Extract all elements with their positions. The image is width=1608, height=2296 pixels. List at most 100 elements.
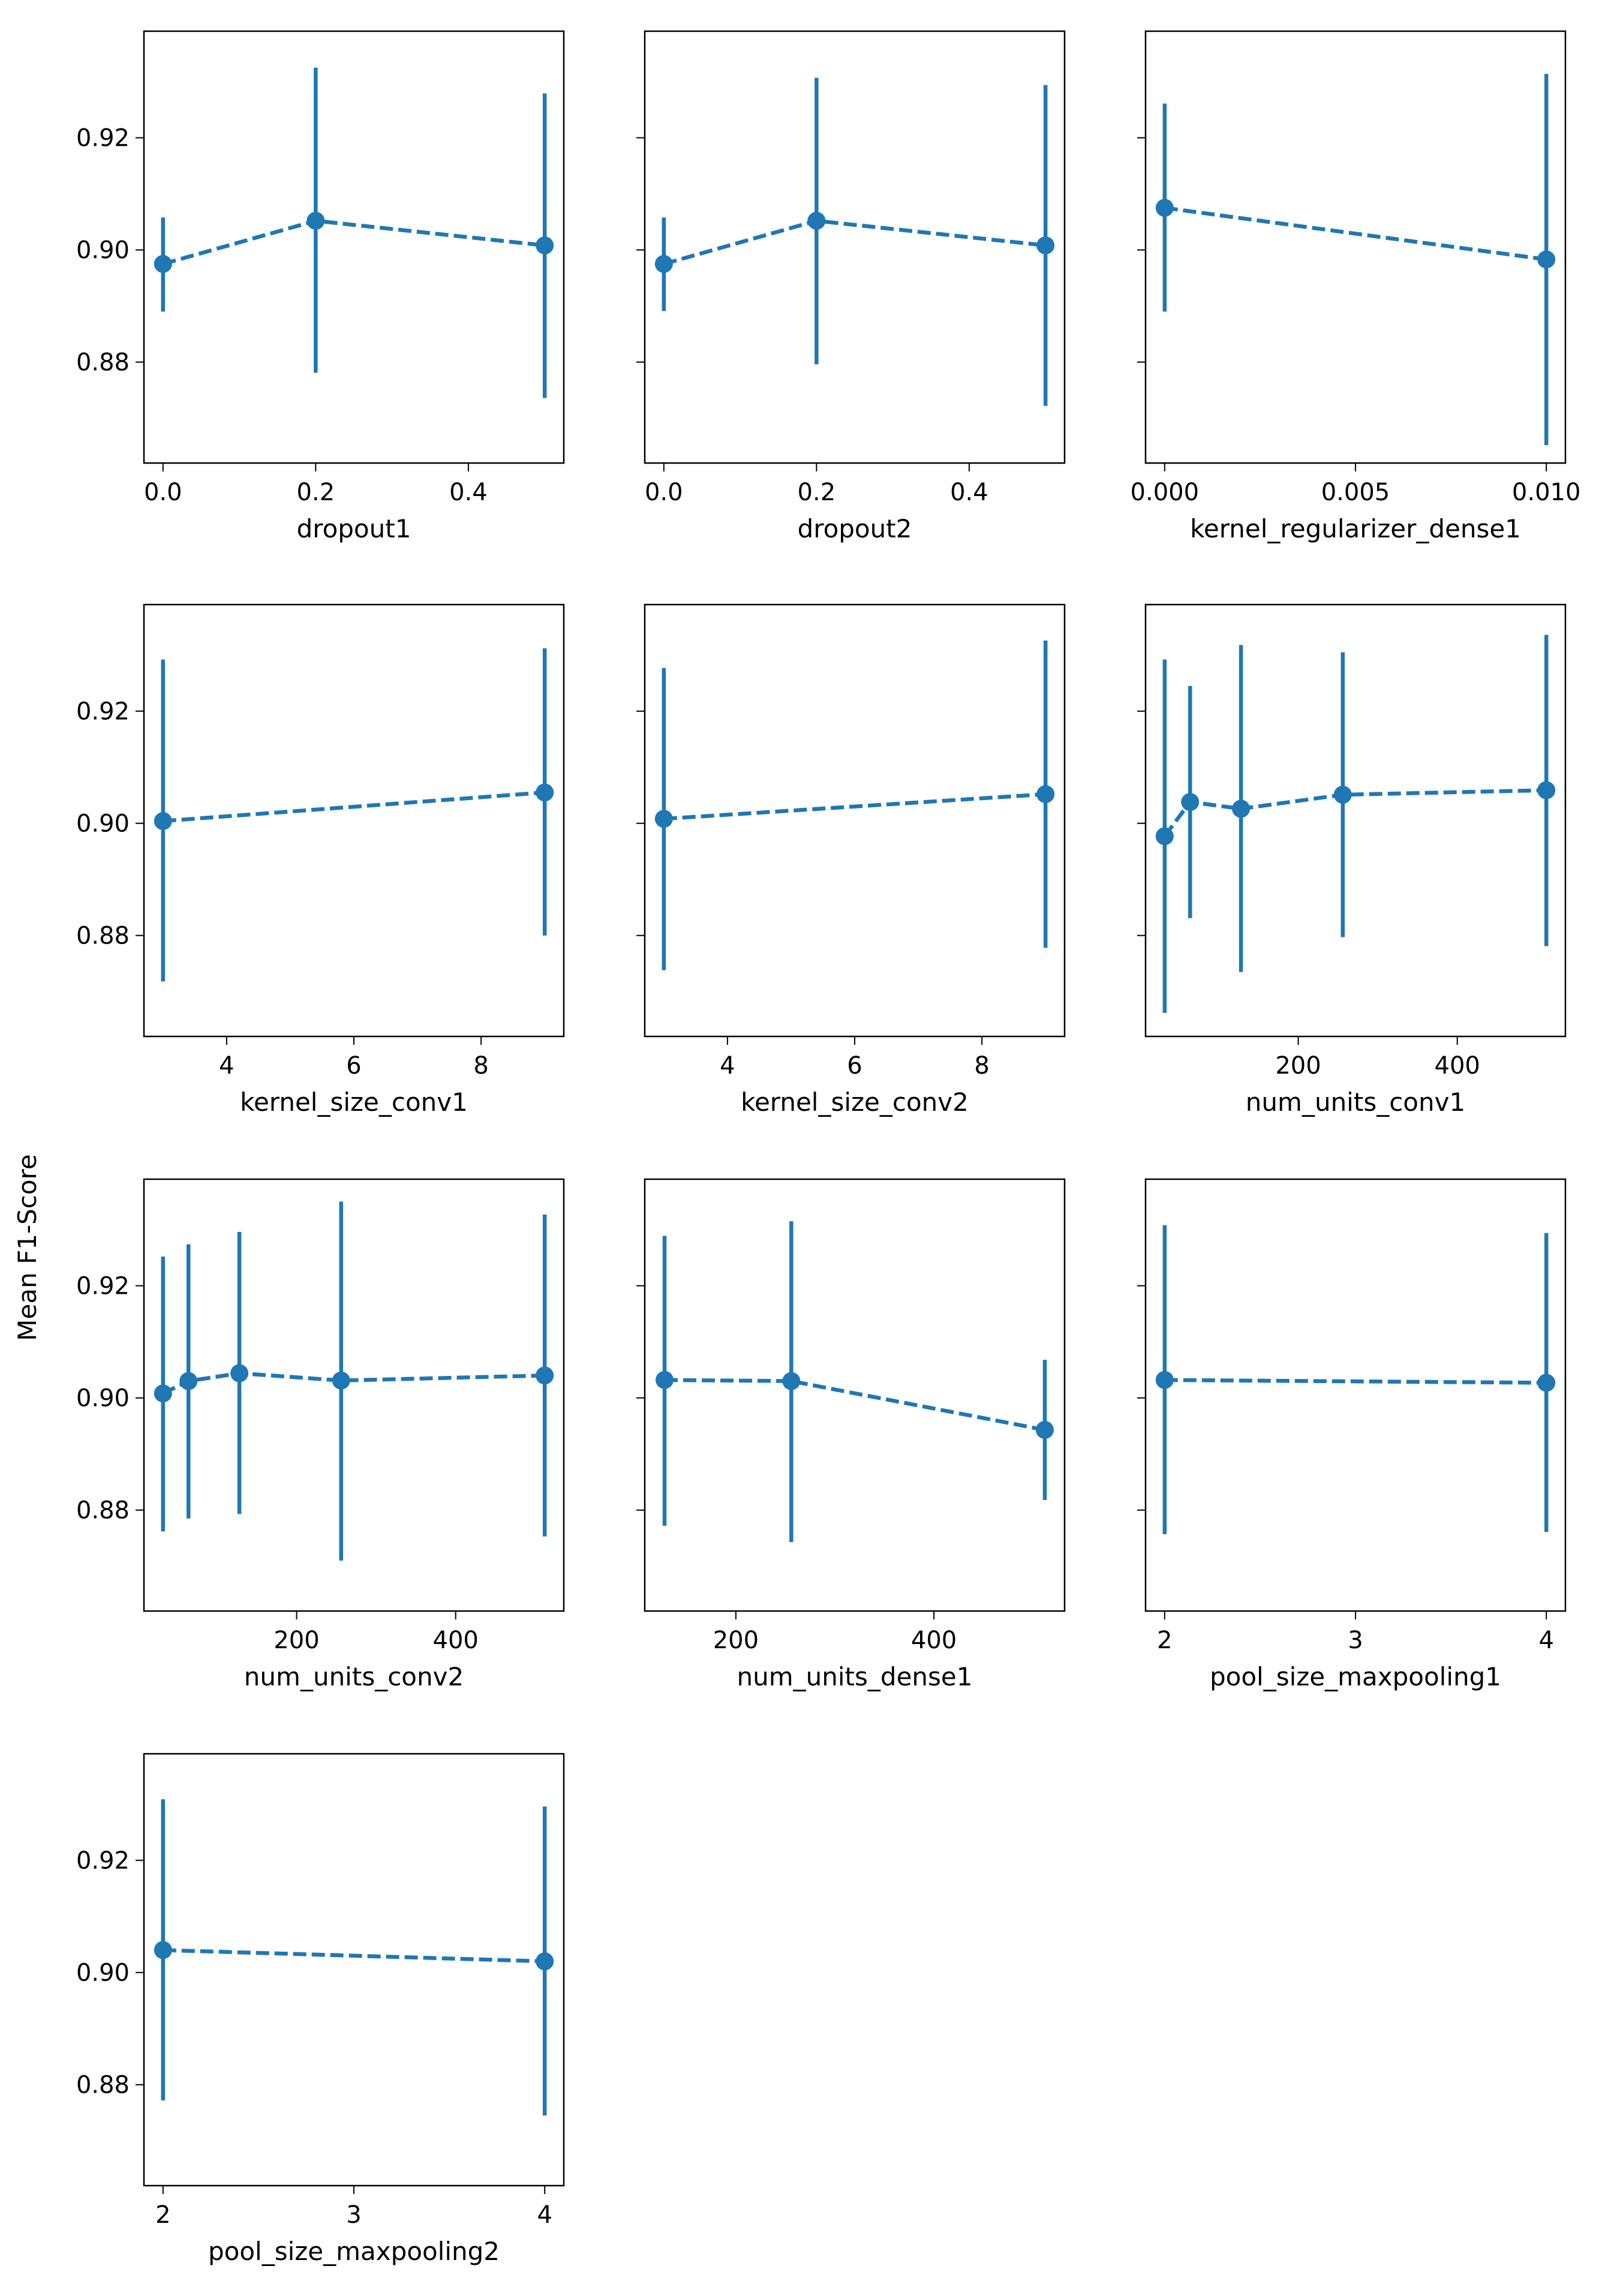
x-tick-label: 0.0 — [645, 479, 683, 506]
data-point — [1155, 1371, 1174, 1389]
y-tick-label: 0.92 — [76, 698, 130, 726]
subplot-grid: 0.0 0.2 0.4 0.88 0.90 0.92 dropout1 0.0 0.2 0.4 dr… — [76, 30, 1581, 2266]
x-tick-label: 0.4 — [449, 479, 488, 506]
data-point — [536, 1366, 554, 1385]
series-line — [1164, 1378, 1547, 1385]
x-tick-label: 0.000 — [1131, 479, 1200, 506]
data-point — [1232, 800, 1251, 818]
data-point — [536, 783, 554, 802]
x-axis-label: pool_size_maxpooling1 — [1210, 1662, 1501, 1691]
subplot-pool-size-maxpooling1: 2 3 4 pool_size_maxpooling1 — [1137, 1178, 1567, 1691]
data-point — [1537, 781, 1556, 800]
shared-y-axis-label: Mean F1-Score — [13, 1154, 42, 1341]
axes-frame — [143, 1178, 565, 1612]
data-point — [1036, 236, 1055, 255]
x-tick-label: 8 — [473, 1052, 488, 1080]
x-axis-label: num_units_dense1 — [737, 1662, 973, 1691]
series-line — [1164, 206, 1547, 262]
data-point — [179, 1372, 198, 1390]
series-line — [163, 1948, 545, 1964]
subplot-num-units-conv1: 200 400 num_units_conv1 — [1137, 603, 1567, 1117]
x-axis-label: num_units_conv1 — [1246, 1087, 1465, 1117]
data-point — [536, 236, 554, 255]
x-axis-label: dropout2 — [798, 514, 912, 543]
series-line — [163, 790, 545, 824]
subplot-dropout2: 0.0 0.2 0.4 dropout2 — [636, 30, 1066, 543]
x-tick-label: 0.2 — [798, 479, 836, 506]
data-point — [654, 255, 673, 274]
y-tick-label: 0.90 — [76, 1960, 130, 1987]
axes-frame — [644, 603, 1066, 1038]
x-tick-label: 0.005 — [1321, 479, 1390, 506]
data-point — [1333, 785, 1352, 804]
x-tick-label: 4 — [219, 1052, 234, 1080]
data-point — [306, 212, 325, 230]
axes-frame — [143, 1753, 565, 2187]
x-tick-label: 400 — [433, 1627, 479, 1654]
y-tick-label: 0.88 — [76, 2072, 130, 2099]
x-tick-label: 400 — [1435, 1052, 1480, 1080]
x-axis-label: pool_size_maxpooling2 — [208, 2237, 500, 2266]
x-tick-label: 400 — [911, 1627, 957, 1654]
axes-frame — [644, 1178, 1066, 1612]
subplot-num-units-dense1: 200 400 num_units_dense1 — [636, 1178, 1066, 1691]
y-tick-label: 0.90 — [76, 1385, 130, 1413]
x-tick-label: 3 — [346, 2201, 361, 2229]
x-axis-label: kernel_size_conv2 — [741, 1087, 969, 1117]
data-point — [332, 1371, 350, 1390]
series-line — [663, 792, 1046, 821]
x-tick-label: 4 — [537, 2201, 552, 2229]
x-tick-label: 6 — [346, 1052, 361, 1080]
x-tick-label: 200 — [273, 1627, 319, 1654]
x-tick-label: 2 — [155, 2201, 170, 2229]
subplot-num-units-conv2: 200 400 0.88 0.90 0.92 num_units_conv2 — [76, 1178, 565, 1691]
x-tick-label: 0.0 — [144, 479, 182, 506]
data-point — [1035, 1420, 1054, 1439]
data-point — [654, 810, 673, 828]
x-tick-label: 200 — [1275, 1052, 1321, 1080]
x-tick-label: 4 — [720, 1052, 735, 1080]
x-axis-label: kernel_regularizer_dense1 — [1190, 514, 1521, 543]
data-point — [230, 1364, 249, 1383]
y-tick-label: 0.90 — [76, 237, 130, 265]
data-point — [1181, 793, 1200, 812]
data-point — [807, 212, 826, 230]
axes-frame — [1144, 1178, 1567, 1612]
axes-frame — [143, 603, 565, 1038]
x-axis-label: kernel_size_conv1 — [240, 1087, 468, 1117]
x-tick-label: 0.2 — [297, 479, 335, 506]
data-point — [1537, 1374, 1556, 1392]
x-tick-label: 0.4 — [950, 479, 988, 506]
axes-frame — [644, 30, 1066, 464]
axes-frame — [1144, 30, 1567, 464]
y-tick-label: 0.88 — [76, 349, 130, 377]
axes-frame — [143, 30, 565, 464]
x-tick-label: 200 — [713, 1627, 759, 1654]
axes-frame — [1144, 603, 1567, 1038]
x-axis-label: num_units_conv2 — [244, 1662, 464, 1691]
subplot-kernel-size-conv1: 4 6 8 0.88 0.90 0.92 kernel_size_conv1 — [76, 603, 565, 1117]
subplot-pool-size-maxpooling2: 2 3 4 0.88 0.90 0.92 pool_size_maxpooling2 — [76, 1753, 565, 2266]
x-axis-label: dropout1 — [297, 514, 411, 543]
data-point — [536, 1952, 554, 1970]
data-point — [656, 1371, 674, 1389]
data-point — [782, 1372, 801, 1390]
x-tick-label: 8 — [974, 1052, 989, 1080]
x-tick-label: 0.010 — [1512, 479, 1581, 506]
subplot-dropout1: 0.0 0.2 0.4 0.88 0.90 0.92 dropout1 — [76, 30, 565, 543]
y-tick-label: 0.88 — [76, 922, 130, 950]
y-tick-label: 0.90 — [76, 810, 130, 838]
data-point — [154, 255, 172, 274]
data-point — [1036, 785, 1055, 804]
data-point — [154, 1384, 172, 1403]
data-point — [1155, 827, 1174, 846]
y-tick-label: 0.88 — [76, 1497, 130, 1525]
y-tick-label: 0.92 — [76, 1847, 130, 1875]
y-tick-label: 0.92 — [76, 1273, 130, 1300]
y-tick-label: 0.92 — [76, 125, 130, 152]
x-tick-label: 2 — [1157, 1627, 1172, 1654]
series-line — [664, 1378, 1045, 1432]
